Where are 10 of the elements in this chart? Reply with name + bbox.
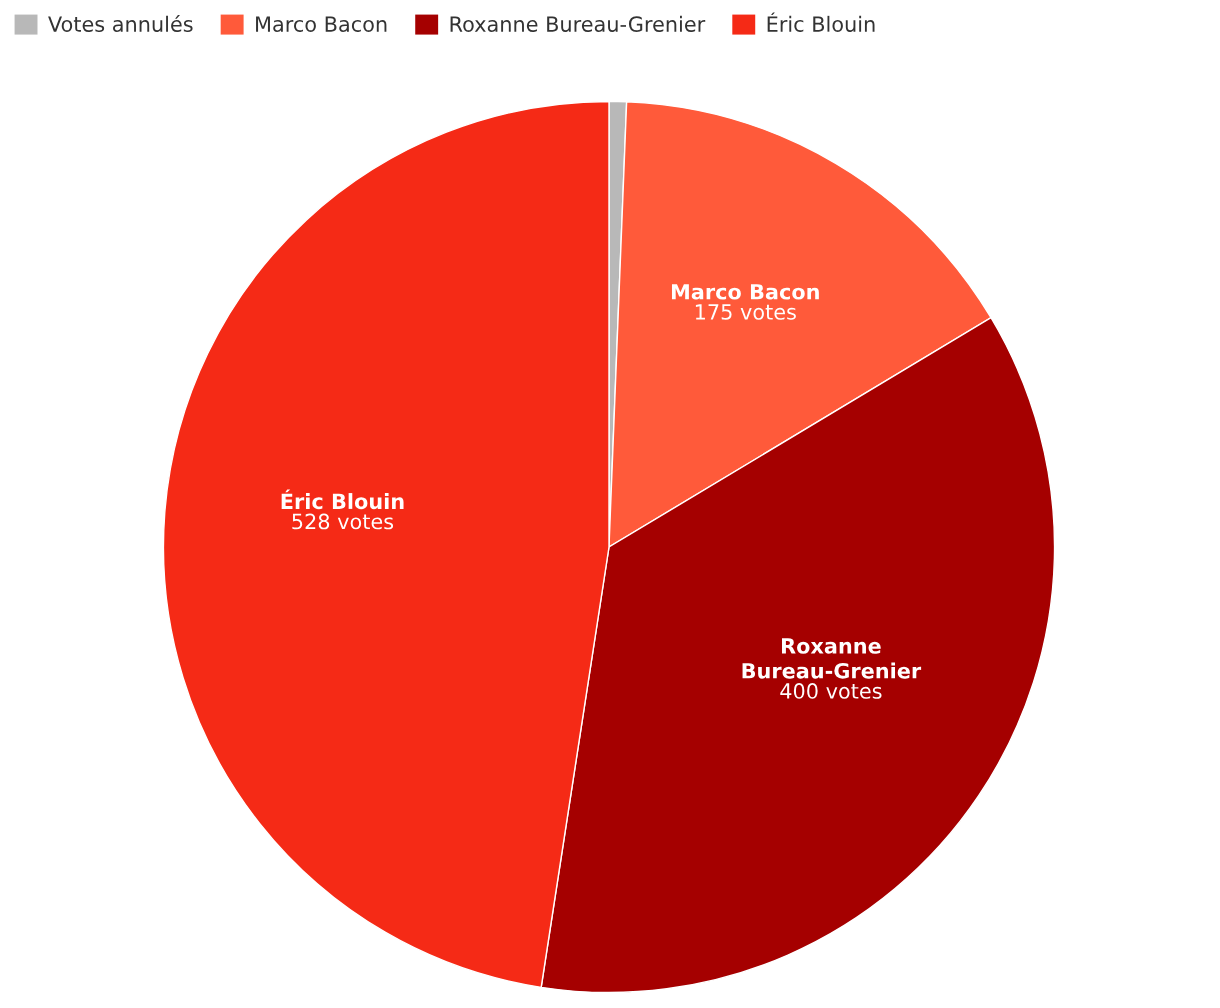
legend-label: Éric Blouin [767,12,875,32]
data-label: 400 votes [780,683,882,699]
legend-label: Roxanne Bureau-Grenier [450,15,706,32]
slice-label: Marco Bacon [671,284,819,300]
data-label: 528 votes [292,513,394,530]
data-label: 175 votes [695,304,796,320]
slice-label: Roxanne Bureau-Grenier [742,638,922,679]
legend-label: Marco Bacon [256,16,387,32]
legend-label: Votes annulés [48,15,193,32]
slice-label: Éric Blouin [281,489,404,510]
